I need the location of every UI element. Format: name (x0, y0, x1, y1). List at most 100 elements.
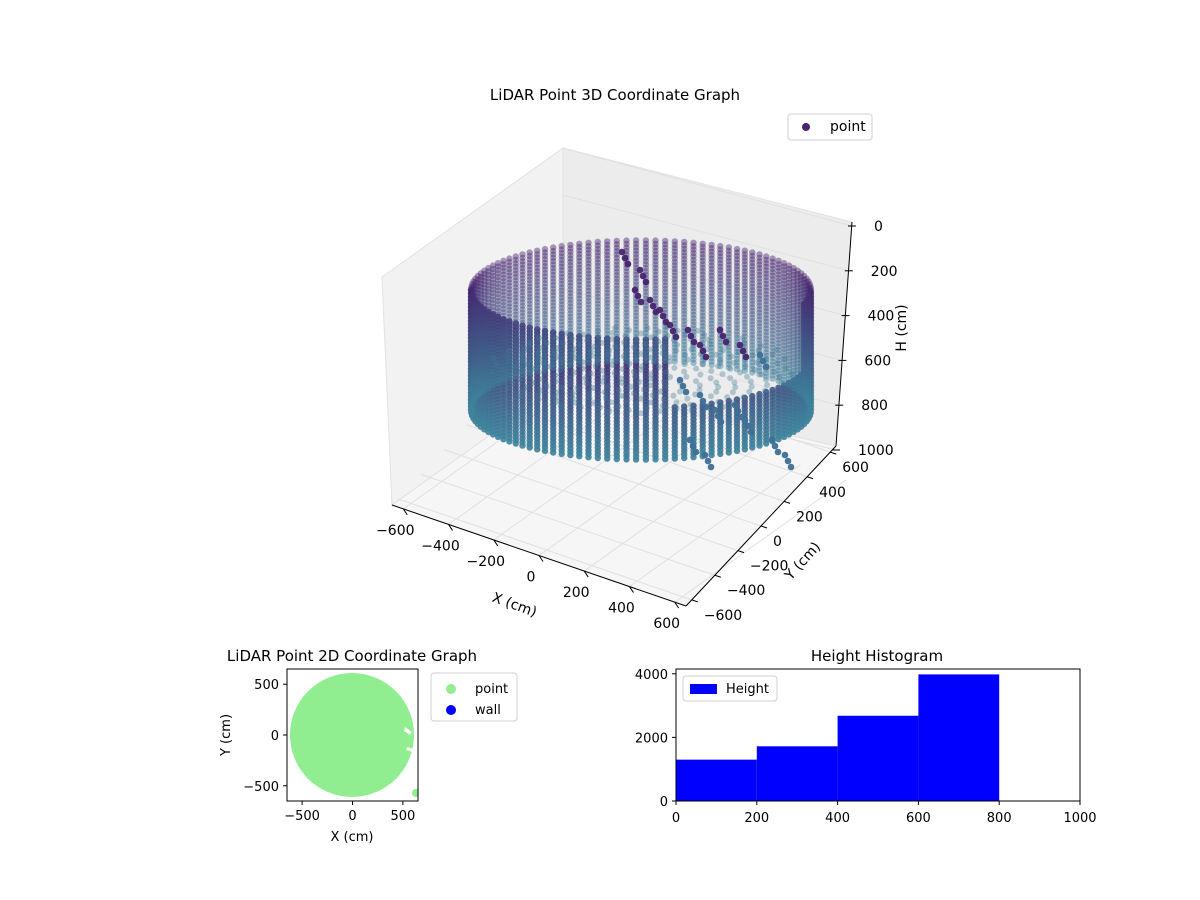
cloud-point (807, 287, 814, 294)
cloud-point (468, 284, 475, 291)
cloud-point (477, 376, 485, 383)
cloud-point (594, 297, 601, 304)
cloud-point (576, 254, 583, 261)
cloud-point (741, 251, 748, 258)
cloud-point (763, 267, 770, 274)
cloud-point (805, 316, 812, 323)
cloud-point (775, 298, 782, 306)
cloud-point (613, 302, 620, 310)
cloud-point (805, 309, 812, 316)
cloud-point (477, 273, 485, 280)
cloud-point (741, 333, 748, 340)
cloud-point (807, 390, 814, 397)
cloud-point (800, 338, 808, 345)
cloud-point (717, 308, 724, 315)
cloud-point (650, 359, 657, 366)
cloud-point (763, 318, 770, 325)
cloud-point (585, 246, 592, 253)
cloud-point (604, 354, 611, 362)
cloud-point (790, 306, 797, 313)
cloud-point (741, 281, 748, 289)
cloud-point (609, 362, 616, 369)
cloud-point (715, 398, 722, 405)
cloud-point (526, 304, 533, 311)
cloud-point (775, 319, 782, 326)
cloud-point (550, 330, 557, 337)
cloud-point (803, 357, 810, 365)
cloud-point (656, 306, 664, 314)
cloud-point (733, 311, 741, 318)
cloud-point (692, 448, 700, 456)
cloud-point (472, 320, 479, 327)
cloud-point (699, 292, 706, 299)
cloud-point (472, 344, 479, 351)
cloud-point (613, 296, 620, 303)
cloud-point (734, 407, 742, 415)
cloud-point (708, 367, 715, 374)
cloud-point (806, 380, 814, 387)
cloud-point (708, 393, 714, 400)
cloud-point (806, 342, 814, 350)
cloud-point (550, 261, 557, 268)
cloud-point (485, 333, 492, 340)
cloud-point (567, 358, 574, 365)
cloud-point (717, 294, 724, 301)
cloud-point (632, 350, 640, 357)
cloud-point (585, 356, 592, 363)
cloud-point (794, 298, 801, 305)
cloud-point (806, 339, 814, 346)
cloud-point (519, 323, 526, 330)
cloud-point (717, 418, 725, 426)
cloud-point (805, 350, 812, 357)
cloud-point (679, 382, 687, 390)
cloud-point (472, 306, 479, 313)
cloud-point (699, 360, 706, 367)
cloud-point (500, 326, 507, 333)
cloud-point (673, 399, 680, 406)
cloud-point (500, 322, 507, 330)
cloud-point (749, 335, 756, 342)
cloud-point (662, 344, 669, 351)
cloud-point (763, 270, 770, 277)
cloud-point (494, 433, 502, 440)
cloud-point (500, 291, 507, 299)
cloud-point (472, 378, 479, 385)
cloud-point (494, 356, 502, 363)
cloud-point (733, 290, 741, 297)
cloud-point (763, 253, 770, 260)
cloud-point (574, 385, 581, 392)
cloud-point (470, 343, 477, 350)
cloud-point (592, 362, 599, 369)
cloud-point (468, 287, 475, 294)
cloud-point (775, 274, 782, 282)
cloud-point (800, 372, 808, 379)
cloud-point (803, 378, 810, 385)
cloud-point (769, 334, 776, 341)
cloud-point (722, 338, 730, 346)
cloud-point (604, 303, 611, 310)
cloud-point (642, 305, 650, 313)
cloud-point (642, 264, 650, 271)
cloud-point (526, 249, 533, 256)
cloud-point (632, 274, 640, 282)
cloud-point (470, 298, 477, 306)
cloud-point (468, 312, 476, 319)
cloud-point (468, 346, 476, 353)
cloud-point (604, 317, 611, 324)
cloud-point (769, 337, 776, 345)
cloud-point (780, 362, 788, 370)
cloud-point (785, 313, 793, 321)
cloud-point (671, 306, 678, 314)
cloud-point (590, 400, 597, 406)
cloud-point (585, 243, 592, 250)
cloud-point (604, 282, 611, 290)
cloud-point (500, 436, 507, 443)
cloud-point (600, 378, 607, 385)
cloud-point (506, 272, 513, 279)
cloud-point (604, 279, 611, 286)
cloud-point (642, 353, 650, 361)
cloud-point (763, 328, 770, 336)
cloud-point (512, 273, 519, 281)
x-tick-3d: 0 (527, 570, 536, 586)
cloud-point (489, 283, 497, 290)
